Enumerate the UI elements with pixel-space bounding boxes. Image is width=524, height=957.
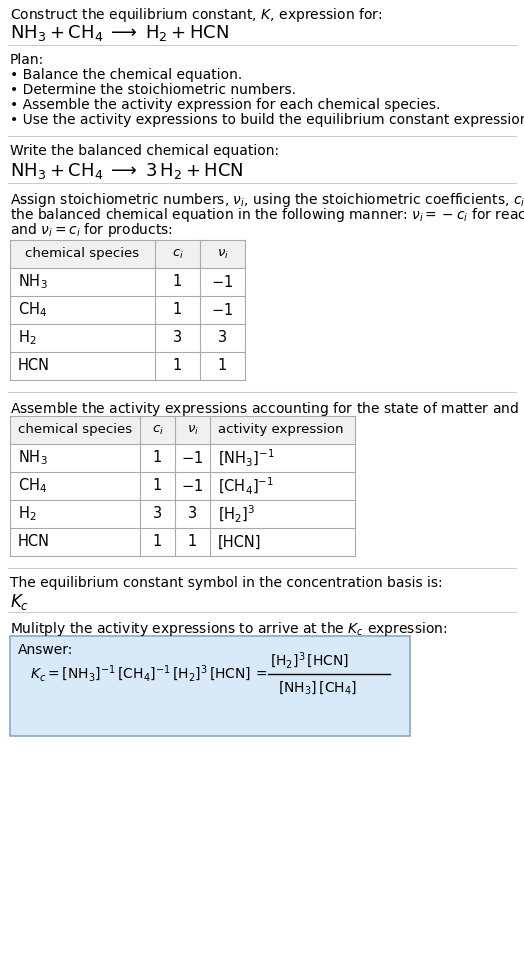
Text: $-1$: $-1$ xyxy=(181,450,203,466)
Text: • Use the activity expressions to build the equilibrium constant expression.: • Use the activity expressions to build … xyxy=(10,113,524,127)
Bar xyxy=(10,528,355,556)
Bar xyxy=(10,240,245,268)
Text: • Balance the chemical equation.: • Balance the chemical equation. xyxy=(10,68,242,82)
Text: 1: 1 xyxy=(218,359,227,373)
Text: $\mathrm{NH_3}$: $\mathrm{NH_3}$ xyxy=(18,449,48,467)
Text: chemical species: chemical species xyxy=(26,248,139,260)
Text: 3: 3 xyxy=(173,330,182,345)
Text: 3: 3 xyxy=(218,330,227,345)
Text: $-1$: $-1$ xyxy=(212,274,234,290)
Text: Construct the equilibrium constant, $K$, expression for:: Construct the equilibrium constant, $K$,… xyxy=(10,6,383,24)
Text: activity expression: activity expression xyxy=(218,424,344,436)
Bar xyxy=(10,416,355,444)
Bar xyxy=(10,500,355,528)
Text: Assign stoichiometric numbers, $\nu_i$, using the stoichiometric coefficients, $: Assign stoichiometric numbers, $\nu_i$, … xyxy=(10,191,524,209)
Text: 1: 1 xyxy=(173,359,182,373)
Bar xyxy=(10,324,245,352)
Bar xyxy=(10,472,355,500)
Text: $[\mathrm{NH_3}]^{-1}$: $[\mathrm{NH_3}]^{-1}$ xyxy=(218,448,275,469)
Text: HCN: HCN xyxy=(18,359,50,373)
Text: HCN: HCN xyxy=(18,535,50,549)
Text: $[\mathrm{CH_4}]^{-1}$: $[\mathrm{CH_4}]^{-1}$ xyxy=(218,476,274,497)
Text: $\mathrm{CH_4}$: $\mathrm{CH_4}$ xyxy=(18,300,47,320)
Text: $\mathrm{NH_3}$: $\mathrm{NH_3}$ xyxy=(18,273,48,291)
Bar xyxy=(10,268,245,296)
Text: $K_c$: $K_c$ xyxy=(10,592,29,612)
Text: Answer:: Answer: xyxy=(18,643,73,657)
Text: 1: 1 xyxy=(153,535,162,549)
Text: and $\nu_i = c_i$ for products:: and $\nu_i = c_i$ for products: xyxy=(10,221,173,239)
Text: $c_i$: $c_i$ xyxy=(151,423,163,436)
Text: $-1$: $-1$ xyxy=(181,478,203,494)
FancyBboxPatch shape xyxy=(10,636,410,736)
Text: • Assemble the activity expression for each chemical species.: • Assemble the activity expression for e… xyxy=(10,98,440,112)
Text: 1: 1 xyxy=(153,451,162,465)
Text: chemical species: chemical species xyxy=(18,424,132,436)
Text: $\mathrm{CH_4}$: $\mathrm{CH_4}$ xyxy=(18,477,47,496)
Text: $\nu_i$: $\nu_i$ xyxy=(187,423,199,436)
Text: [HCN]: [HCN] xyxy=(218,535,261,549)
Text: the balanced chemical equation in the following manner: $\nu_i = -c_i$ for react: the balanced chemical equation in the fo… xyxy=(10,206,524,224)
Text: Plan:: Plan: xyxy=(10,53,44,67)
Text: 3: 3 xyxy=(153,506,162,522)
Text: $-1$: $-1$ xyxy=(212,302,234,318)
Text: 1: 1 xyxy=(188,535,197,549)
Text: Write the balanced chemical equation:: Write the balanced chemical equation: xyxy=(10,144,279,158)
Text: $\mathrm{NH_3 + CH_4 \;\longrightarrow\; H_2 + HCN}$: $\mathrm{NH_3 + CH_4 \;\longrightarrow\;… xyxy=(10,23,230,43)
Bar xyxy=(10,444,355,472)
Text: The equilibrium constant symbol in the concentration basis is:: The equilibrium constant symbol in the c… xyxy=(10,576,443,590)
Text: $\mathrm{NH_3 + CH_4 \;\longrightarrow\; 3\,H_2 + HCN}$: $\mathrm{NH_3 + CH_4 \;\longrightarrow\;… xyxy=(10,161,244,181)
Text: 1: 1 xyxy=(173,302,182,318)
Text: • Determine the stoichiometric numbers.: • Determine the stoichiometric numbers. xyxy=(10,83,296,97)
Text: $\nu_i$: $\nu_i$ xyxy=(216,248,228,260)
Text: $\mathrm{H_2}$: $\mathrm{H_2}$ xyxy=(18,328,37,347)
Text: 1: 1 xyxy=(173,275,182,290)
Text: $[\mathrm{NH_3}]\,[\mathrm{CH_4}]$: $[\mathrm{NH_3}]\,[\mathrm{CH_4}]$ xyxy=(278,679,357,697)
Text: $[\mathrm{H_2}]^3$: $[\mathrm{H_2}]^3$ xyxy=(218,503,255,524)
Text: Mulitply the activity expressions to arrive at the $K_c$ expression:: Mulitply the activity expressions to arr… xyxy=(10,620,447,638)
Text: 3: 3 xyxy=(188,506,197,522)
Text: Assemble the activity expressions accounting for the state of matter and $\nu_i$: Assemble the activity expressions accoun… xyxy=(10,400,524,418)
Text: $c_i$: $c_i$ xyxy=(171,248,183,260)
Text: 1: 1 xyxy=(153,478,162,494)
Text: $K_c = [\mathrm{NH_3}]^{-1}\,[\mathrm{CH_4}]^{-1}\,[\mathrm{H_2}]^3\,[\mathrm{HC: $K_c = [\mathrm{NH_3}]^{-1}\,[\mathrm{CH… xyxy=(30,664,267,684)
Text: $[\mathrm{H_2}]^3\,[\mathrm{HCN}]$: $[\mathrm{H_2}]^3\,[\mathrm{HCN}]$ xyxy=(270,651,349,671)
Text: $\mathrm{H_2}$: $\mathrm{H_2}$ xyxy=(18,504,37,523)
Bar xyxy=(10,296,245,324)
Bar xyxy=(10,352,245,380)
